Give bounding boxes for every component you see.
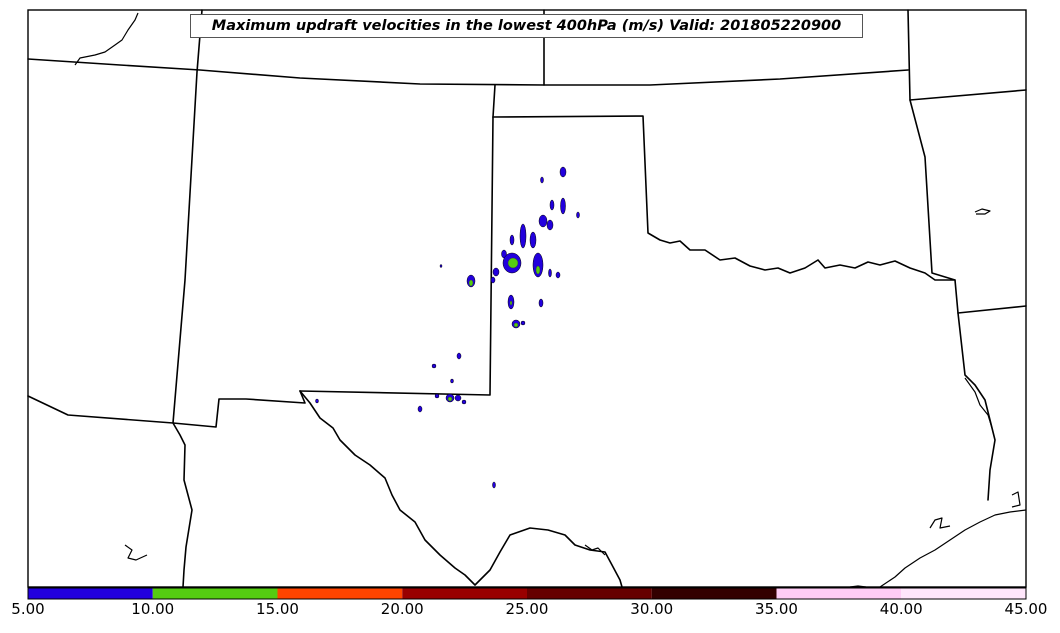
updraft-cell — [532, 252, 544, 278]
border-nm-south — [172, 390, 306, 428]
map-title-box: Maximum updraft velocities in the lowest… — [190, 14, 863, 38]
border-north — [27, 58, 909, 86]
updraft-cell — [555, 271, 561, 279]
colorbar-tick-label: 15.00 — [256, 600, 299, 618]
updraft-cells — [315, 166, 580, 489]
updraft-cell — [559, 166, 567, 178]
coast-bay-1 — [929, 517, 951, 529]
colorbar-frame — [27, 587, 1027, 600]
coast-island-sw — [124, 544, 148, 561]
colorbar-tick-label: 25.00 — [505, 600, 549, 618]
updraft-cell — [450, 378, 454, 384]
updraft-cell — [315, 398, 319, 404]
updraft-cell — [535, 265, 541, 275]
colorbar-bin — [28, 588, 153, 599]
colorbar-bin — [152, 588, 278, 599]
colorbar-bin — [277, 588, 403, 599]
colorbar-tick-label: 45.00 — [1004, 600, 1048, 618]
colorbar-bin — [776, 588, 902, 599]
updraft-cell — [560, 197, 566, 215]
colorbar — [28, 588, 1026, 599]
border-az-south — [27, 395, 193, 588]
updraft-cell — [549, 199, 555, 211]
updraft-cell — [456, 352, 462, 360]
colorbar-tick-label: 20.00 — [380, 600, 424, 618]
border-ok-kansas — [492, 115, 956, 281]
colorbar-tick-label: 5.00 — [11, 600, 45, 618]
coast-island-nw — [74, 12, 139, 66]
colorbar-tick-label: 30.00 — [630, 600, 674, 618]
colorbar-bin — [901, 588, 1026, 599]
colorbar-bin — [527, 588, 652, 599]
updraft-cell — [468, 279, 474, 287]
colorbar-tick-label: 35.00 — [755, 600, 798, 618]
updraft-cell — [507, 257, 519, 269]
updraft-cell — [509, 300, 513, 306]
updraft-cell — [519, 223, 527, 249]
updraft-cell — [439, 264, 443, 268]
updraft-cell — [492, 267, 500, 277]
updraft-cell — [431, 363, 437, 369]
updraft-cell — [548, 268, 552, 278]
updraft-cell — [546, 219, 554, 231]
border-texas — [299, 390, 623, 588]
colorbar-bin — [402, 588, 527, 599]
coast-mexico-2 — [849, 585, 867, 588]
updraft-cell — [492, 481, 496, 489]
updraft-cell — [509, 234, 515, 246]
coast-mexico-1 — [584, 544, 606, 556]
border-kansas-west — [492, 84, 496, 118]
gulf-coast — [879, 509, 1027, 588]
map-frame — [27, 9, 1027, 588]
border-ok-west — [299, 116, 494, 396]
border-arkansas — [957, 305, 1027, 314]
map-title: Maximum updraft velocities in the lowest… — [211, 18, 842, 34]
updraft-cell — [434, 393, 440, 399]
coast-bay-2 — [1011, 491, 1021, 508]
updraft-cell — [417, 405, 423, 413]
border-east — [907, 9, 996, 501]
coast-lake-1 — [974, 208, 991, 215]
updraft-cell — [520, 320, 526, 326]
updraft-cell — [540, 176, 544, 184]
updraft-cell — [576, 211, 580, 219]
updraft-cell — [454, 394, 462, 402]
updraft-cell — [538, 298, 544, 308]
border-west-vertical — [172, 9, 203, 424]
updraft-mid-cells — [447, 257, 541, 402]
colorbar-bin — [651, 588, 777, 599]
colorbar-tick-label: 40.00 — [879, 600, 923, 618]
state-borders — [27, 9, 1027, 588]
updraft-cell — [513, 322, 519, 328]
updraft-cell — [447, 396, 453, 402]
updraft-cell — [529, 231, 537, 249]
colorbar-tick-label: 10.00 — [131, 600, 175, 618]
updraft-cell — [538, 214, 548, 228]
border-missouri — [909, 89, 1027, 101]
river-detail — [964, 377, 993, 429]
updraft-cell — [461, 399, 467, 405]
updraft-cell — [490, 276, 496, 284]
